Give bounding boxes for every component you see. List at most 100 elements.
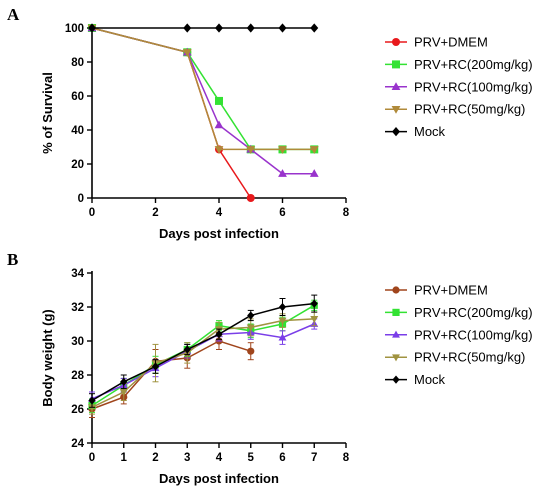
data-point — [119, 389, 128, 397]
x-axis-title: Days post infection — [159, 226, 279, 241]
data-point — [278, 333, 287, 341]
data-point — [215, 330, 223, 339]
legend-label: PRV+RC(200mg/kg) — [414, 57, 533, 72]
data-point — [214, 120, 224, 129]
data-point — [215, 96, 223, 105]
legend-label: Mock — [414, 124, 446, 139]
data-point — [246, 146, 256, 154]
data-point — [183, 23, 192, 33]
x-tick-label: 1 — [121, 452, 128, 464]
data-point — [246, 23, 255, 33]
data-point — [247, 347, 255, 355]
legend-label: PRV+DMEM — [414, 35, 488, 50]
data-point — [88, 396, 96, 405]
data-point — [278, 317, 287, 325]
y-tick-label: 100 — [65, 23, 84, 35]
legend-swatch-marker — [392, 38, 400, 46]
legend-swatch-marker — [392, 354, 400, 362]
legend-item: PRV+DMEM — [385, 283, 488, 298]
x-tick-label: 2 — [152, 207, 158, 219]
data-point — [88, 23, 96, 33]
legend-item: PRV+RC(100mg/kg) — [385, 327, 533, 342]
y-tick-label: 34 — [71, 268, 84, 280]
legend-item: Mock — [385, 372, 446, 387]
x-tick-label: 5 — [248, 452, 255, 464]
legend-swatch-marker — [392, 375, 400, 384]
x-tick-label: 3 — [184, 452, 190, 464]
y-tick-label: 30 — [71, 336, 84, 348]
x-tick-label: 2 — [152, 452, 158, 464]
x-tick-label: 0 — [89, 452, 95, 464]
data-point — [182, 49, 192, 57]
y-tick-label: 80 — [71, 57, 84, 69]
legend-label: PRV+DMEM — [414, 283, 488, 298]
legend-swatch-marker — [392, 330, 400, 338]
series-line — [91, 340, 251, 410]
data-point — [310, 316, 319, 324]
panel-label: B — [7, 250, 18, 269]
data-point — [246, 194, 255, 202]
legend-item: PRV+RC(100mg/kg) — [385, 79, 533, 94]
y-tick-label: 0 — [78, 193, 84, 205]
y-tick-label: 32 — [71, 302, 84, 314]
series-0 — [88, 24, 255, 202]
legend-item: PRV+RC(200mg/kg) — [385, 57, 533, 72]
legend: PRV+DMEM PRV+RC(200mg/kg) PRV+RC(100mg/kg)… — [385, 35, 533, 139]
series-line — [91, 323, 315, 400]
data-point — [247, 311, 255, 320]
legend-label: Mock — [414, 372, 446, 387]
x-tick-label: 6 — [279, 452, 285, 464]
legend-label: PRV+RC(50mg/kg) — [414, 102, 525, 117]
data-point — [246, 324, 255, 332]
data-point — [309, 146, 319, 154]
data-point — [278, 146, 287, 154]
y-tick-label: 60 — [71, 91, 84, 103]
data-point — [183, 345, 191, 354]
legend-swatch-marker — [391, 106, 401, 114]
series-0 — [88, 332, 255, 418]
y-tick-label: 20 — [71, 159, 84, 171]
legend-label: PRV+RC(100mg/kg) — [414, 79, 533, 94]
legend-item: Mock — [385, 124, 446, 139]
legend-label: PRV+RC(100mg/kg) — [414, 327, 533, 342]
legend-item: PRV+RC(50mg/kg) — [385, 350, 525, 365]
data-point — [120, 377, 128, 386]
y-axis-title: % of Survival — [40, 72, 55, 154]
legend: PRV+DMEM PRV+RC(200mg/kg) PRV+RC(100mg/kg)… — [385, 283, 533, 387]
data-point — [278, 169, 287, 177]
series-line — [91, 318, 315, 408]
data-point — [151, 362, 160, 371]
x-tick-label: 4 — [216, 452, 223, 464]
x-tick-label: 8 — [343, 207, 350, 219]
chart-panel-a: A 0 20 40 60 80 100 0 2 4 6 8 Days post infection % o… — [7, 5, 533, 241]
series-4 — [88, 294, 318, 408]
legend-item: PRV+RC(200mg/kg) — [385, 305, 533, 320]
series-line — [91, 27, 315, 151]
legend-label: PRV+RC(200mg/kg) — [414, 305, 533, 320]
data-point — [278, 23, 287, 33]
y-tick-label: 26 — [71, 404, 84, 416]
x-tick-label: 6 — [279, 207, 285, 219]
data-point — [88, 404, 96, 412]
y-tick-label: 40 — [71, 125, 84, 137]
legend-item: PRV+DMEM — [385, 35, 488, 50]
y-axis-title: Body weight (g) — [40, 309, 55, 407]
x-tick-label: 7 — [311, 452, 317, 464]
x-tick-label: 0 — [89, 207, 95, 219]
data-point — [309, 169, 319, 177]
y-tick-label: 28 — [71, 370, 84, 382]
legend-label: PRV+RC(50mg/kg) — [414, 350, 525, 365]
x-axis-title: Days post infection — [159, 471, 279, 486]
series-line — [91, 302, 315, 402]
legend-swatch-marker — [392, 286, 400, 294]
series-4 — [88, 23, 319, 33]
legend-swatch-marker — [391, 82, 401, 90]
legend-swatch-marker — [392, 60, 400, 69]
data-point — [310, 299, 318, 308]
x-tick-label: 8 — [343, 452, 350, 464]
legend-swatch-marker — [392, 127, 400, 137]
data-point — [278, 302, 287, 312]
data-point — [310, 23, 319, 33]
